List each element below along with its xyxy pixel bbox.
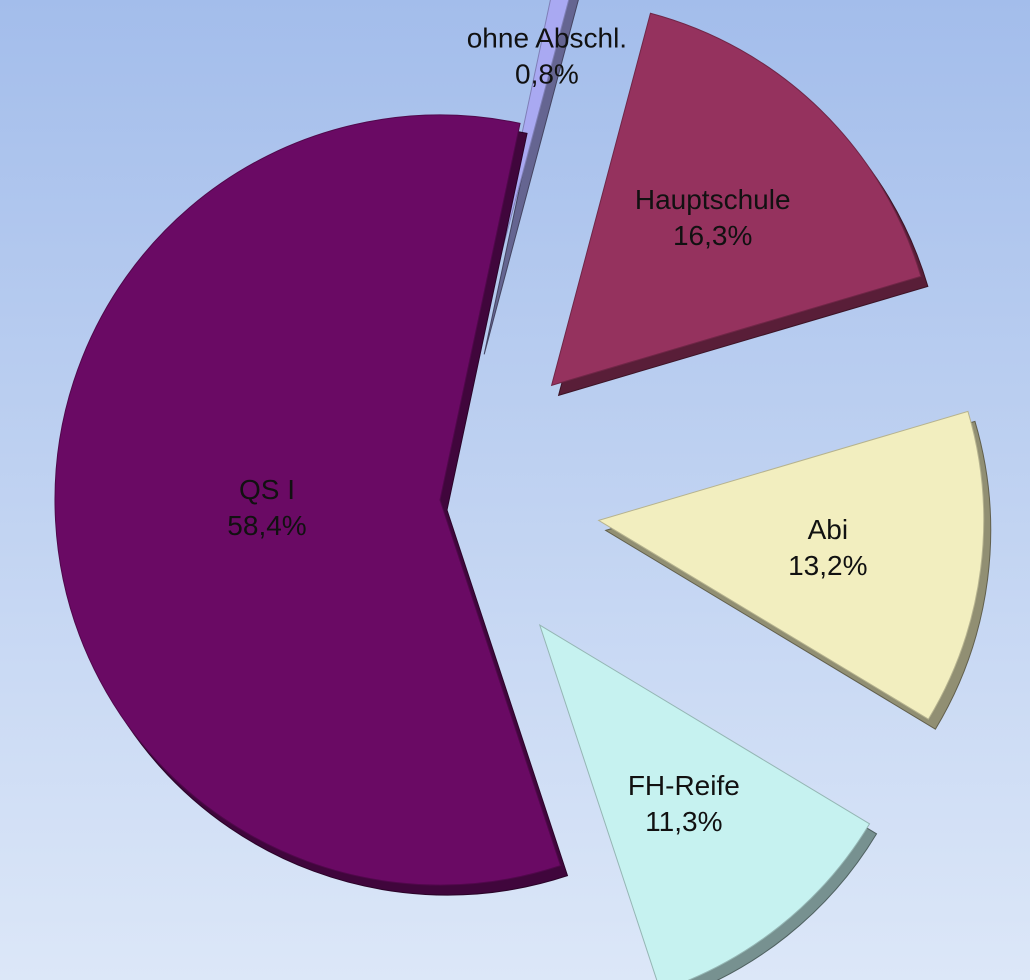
slice: [538, 623, 871, 980]
slice-label: ohne Abschl.: [467, 22, 627, 53]
slice-value-label: 16,3%: [673, 220, 752, 251]
slice-label: QS I: [239, 474, 295, 505]
slice-value-label: 11,3%: [645, 806, 722, 837]
slice-label: Abi: [808, 514, 848, 545]
slice: [597, 410, 985, 720]
slice: [550, 12, 922, 387]
slice-value-label: 13,2%: [788, 550, 867, 581]
slice-label: FH-Reife: [628, 770, 740, 801]
slice-value-label: 0,8%: [515, 58, 579, 89]
slice-value-label: 58,4%: [227, 510, 306, 541]
slice-label: Hauptschule: [635, 184, 791, 215]
slice: [54, 114, 562, 886]
slice-side: [483, 0, 579, 355]
